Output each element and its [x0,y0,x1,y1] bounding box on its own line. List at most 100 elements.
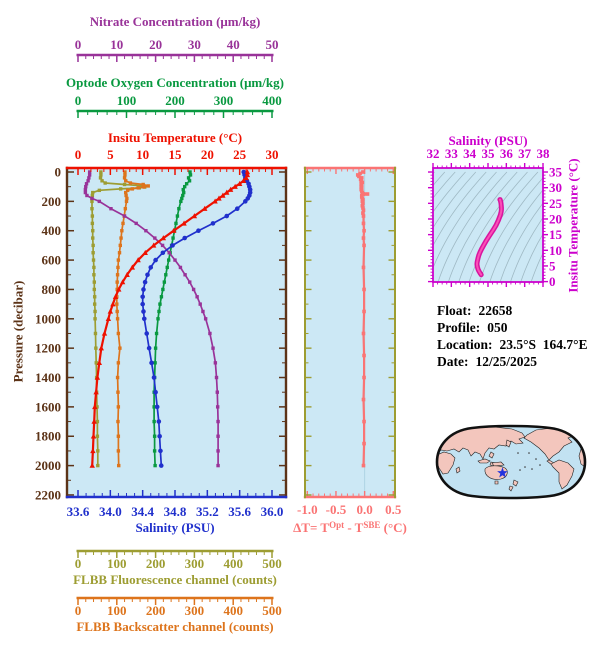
dt-title-part: (°C) [380,520,407,535]
data-marker [361,397,366,402]
data-marker [150,242,157,248]
data-marker [92,265,96,270]
float-info-block: Float: 22658 Profile: 050 Location: 23.5°S … [437,302,588,370]
data-marker [156,317,160,321]
isopycnal-line [433,171,487,247]
data-marker [164,273,168,277]
isopycnal-line [437,171,508,282]
data-marker [93,317,97,321]
pressure-tick-label: 1600 [35,399,61,414]
data-marker [152,419,156,424]
ts-sal-tick-label: 35 [482,146,496,161]
data-marker [125,196,129,201]
fluorescence-axis-label: 300 [185,556,205,571]
data-marker [210,221,216,226]
data-marker [84,182,89,186]
ts-temp-tick-label: 5 [549,258,556,273]
data-marker [98,176,103,180]
oxygen-axis-label: 100 [117,93,137,108]
nitrate-profile-curve [83,170,220,468]
data-marker [159,295,164,299]
data-marker [91,251,95,255]
delta-t-axis-title: ΔT= TOpt - TSBE (°C) [288,518,412,535]
fluorescence-axis-label: 100 [107,556,127,571]
isopycnal-line [479,177,543,282]
backscatter-axis-label: 300 [185,603,205,618]
data-marker [165,265,169,270]
data-marker [146,184,150,188]
data-marker [116,265,120,270]
map-island [539,464,541,466]
map-island [528,452,530,454]
data-marker [141,182,145,187]
data-marker [152,449,157,453]
data-marker [116,419,120,424]
fluorescence-axis-label: 0 [75,556,82,571]
profile-label: Profile: [437,320,481,335]
isopycnal-line [499,202,543,282]
data-marker [105,315,112,321]
data-marker [120,229,124,233]
ts-sal-tick-label: 36 [500,146,514,161]
temperature-tick-label: 30 [266,147,279,162]
data-marker [179,199,183,204]
map-land-australia [484,465,508,480]
data-marker [94,361,98,365]
data-marker [171,236,175,240]
data-marker [158,448,163,454]
data-marker [184,182,189,186]
data-marker [236,180,243,186]
data-marker [93,389,99,395]
ts-temp-tick-label: 35 [549,165,563,180]
data-marker [234,206,240,211]
data-marker [360,199,365,204]
data-marker [182,190,186,195]
data-marker [87,173,92,177]
data-marker [361,236,366,240]
map-island [519,469,521,471]
data-marker [153,236,157,240]
data-marker [99,170,103,174]
salinity-tick-label: 34.4 [131,504,154,519]
data-marker [361,208,366,212]
temperature-tick-label: 5 [107,147,114,162]
data-marker [361,170,365,174]
data-marker [153,389,158,395]
data-marker [90,199,94,204]
data-marker [116,286,122,292]
map-outline [435,424,587,500]
temperature-tick-label: 10 [136,147,149,162]
backscatter-axis-label: 500 [262,603,282,618]
data-marker [93,331,98,336]
data-marker [94,374,101,380]
data-marker [136,186,140,190]
data-marker [98,345,104,351]
data-marker [118,187,123,191]
data-marker [115,302,119,306]
backscatter-axis-label: 400 [223,603,243,618]
data-marker [101,330,108,336]
data-marker [107,308,114,314]
data-marker [216,195,222,201]
data-marker [153,361,157,365]
data-marker [92,403,98,410]
data-marker [91,258,96,262]
data-marker [162,280,167,284]
data-marker [96,359,103,366]
float-location-star [497,467,508,478]
date-label: Date: [437,354,469,369]
data-marker [146,345,152,351]
date-value: 12/25/2025 [475,354,537,369]
data-marker [157,309,161,314]
salinity-tick-label: 35.2 [196,504,219,519]
ts-temp-tick-label: 10 [549,243,562,258]
salinity-tick-label: 34.8 [164,504,187,519]
data-marker [361,463,366,468]
ts-sal-tick-label: 33 [445,146,459,161]
data-marker [94,346,98,350]
nitrate-axis-title: Nitrate Concentration (μm/kg) [89,14,261,29]
data-marker [124,193,128,198]
data-marker [140,301,145,307]
data-marker [97,199,102,204]
